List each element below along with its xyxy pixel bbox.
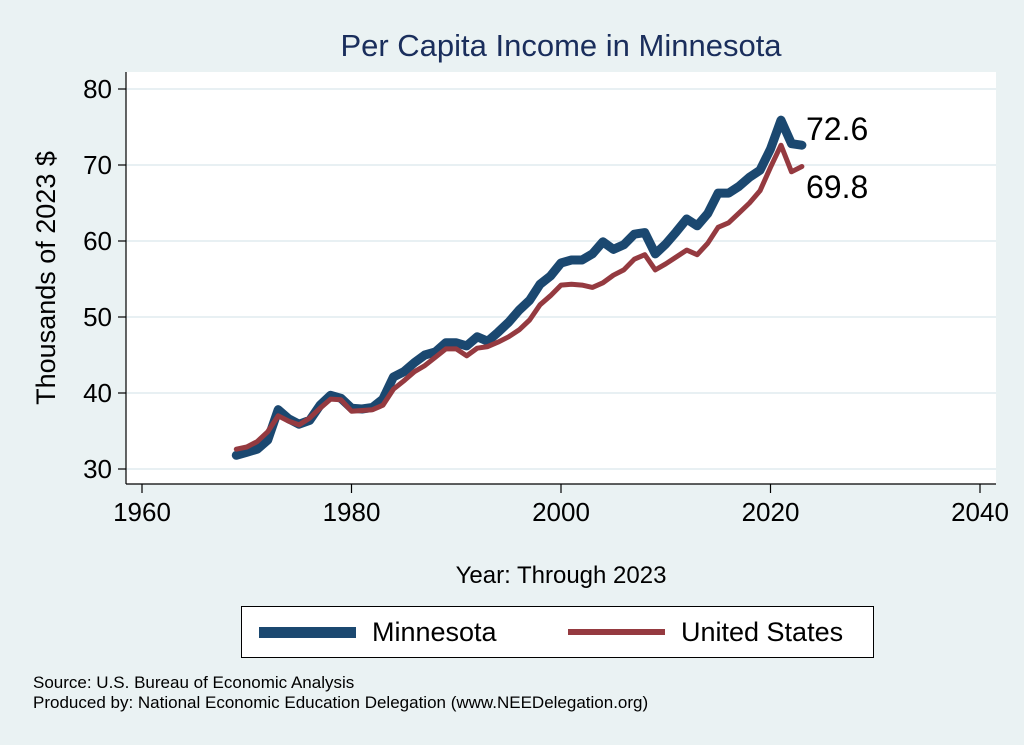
plot-area <box>126 72 996 484</box>
x-tick-label: 2000 <box>532 497 590 527</box>
x-tick-label: 2020 <box>742 497 800 527</box>
x-tick-label: 1960 <box>113 497 171 527</box>
series-line-minnesota <box>231 115 807 460</box>
y-tick-label: 60 <box>83 226 112 256</box>
source-note: Source: U.S. Bureau of Economic Analysis <box>33 673 355 692</box>
legend-label: Minnesota <box>372 616 497 647</box>
y-axis-label: Thousands of 2023 $ <box>31 151 61 405</box>
x-tick-label: 2040 <box>951 497 1009 527</box>
x-axis-label: Year: Through 2023 <box>455 562 667 589</box>
y-tick-label: 50 <box>83 302 112 332</box>
legend: Minnesota United States <box>241 606 874 658</box>
y-tick-label: 80 <box>83 74 112 104</box>
legend-item-united-states: United States <box>568 607 843 657</box>
end-value-label: 69.8 <box>806 169 868 205</box>
end-value-label: 72.6 <box>806 111 868 147</box>
legend-swatch-united-states <box>568 629 665 635</box>
producer-note: Produced by: National Economic Education… <box>33 693 649 712</box>
chart-svg: 30 40 50 60 70 80 1960 1980 2000 2020 2040 72.6 69.… <box>31 72 1009 527</box>
footer: Source: U.S. Bureau of Economic Analysis… <box>33 673 648 713</box>
legend-item-minnesota: Minnesota <box>259 607 497 657</box>
legend-label: United States <box>681 616 844 647</box>
y-tick-label: 70 <box>83 150 112 180</box>
x-tick-label: 1980 <box>323 497 381 527</box>
y-tick-label: 40 <box>83 378 112 408</box>
chart-title: Per Capita Income in Minnesota <box>340 28 782 63</box>
y-tick-label: 30 <box>83 454 112 484</box>
series-line-united-states <box>233 142 805 452</box>
legend-swatch-minnesota <box>259 626 356 638</box>
